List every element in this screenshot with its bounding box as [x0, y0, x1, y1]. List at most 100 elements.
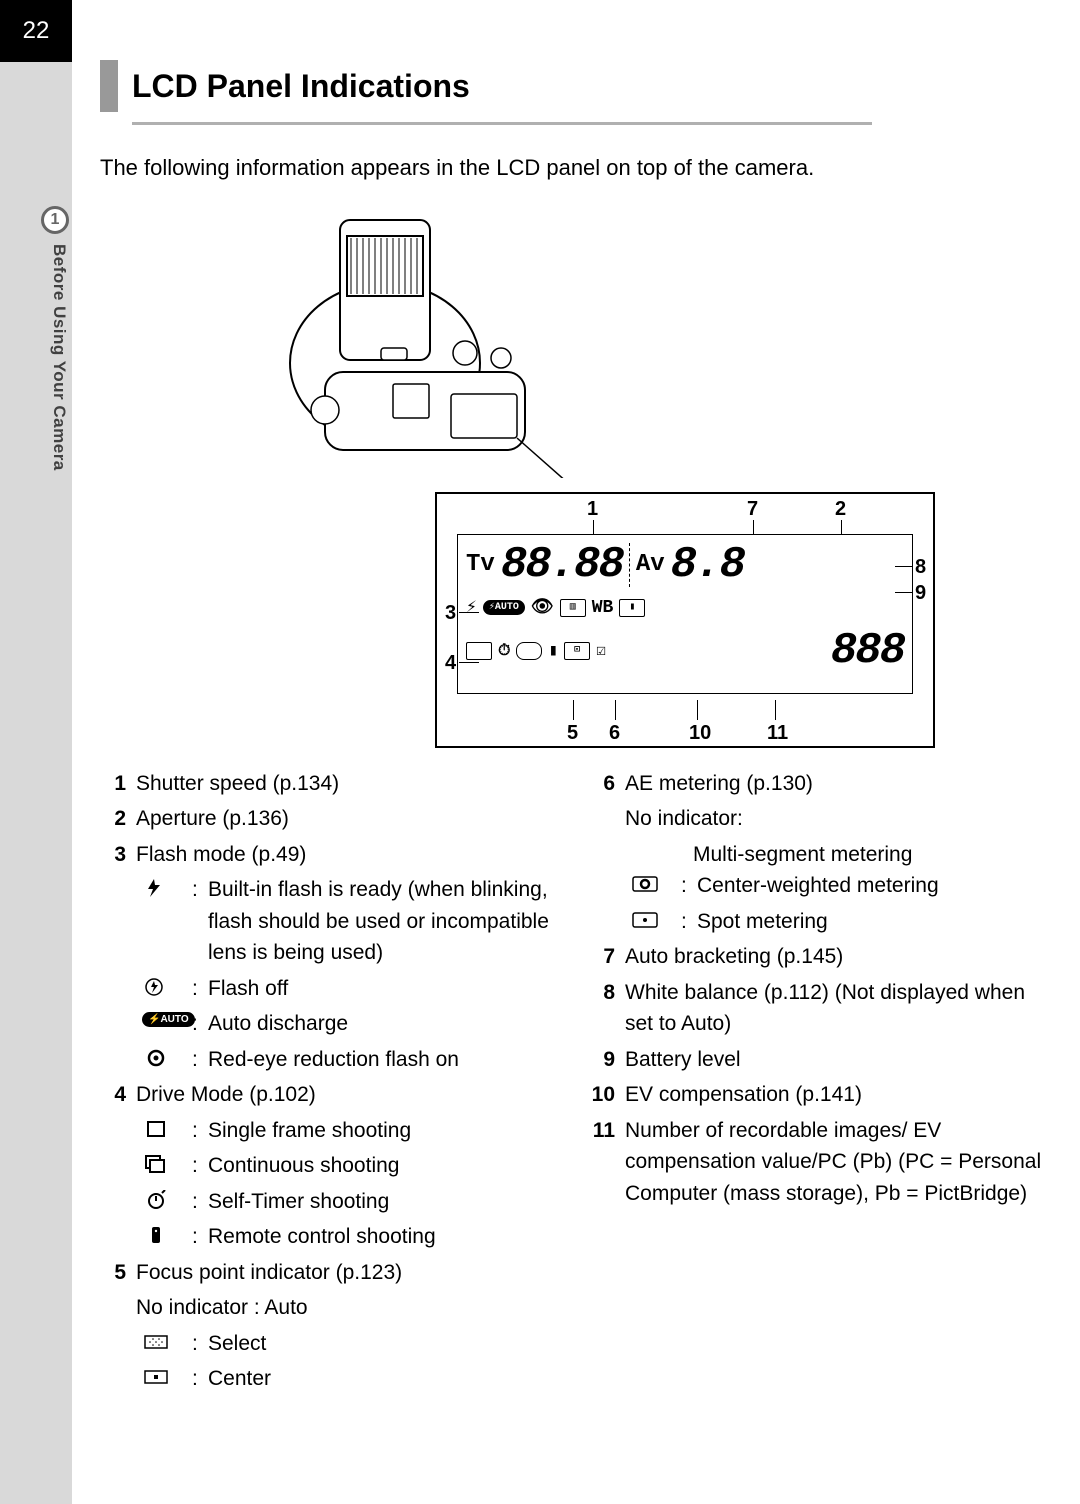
- callout-number: 8: [915, 556, 926, 579]
- legend-sub-text: Built-in flash is ready (when blinking, …: [208, 874, 561, 969]
- legend-index: 7: [589, 941, 625, 973]
- callout-number: 3: [445, 602, 456, 625]
- bracket-icon: ▥: [560, 599, 586, 617]
- legend-sub: :Red-eye reduction flash on: [136, 1044, 561, 1076]
- center-dot-icon: [136, 1363, 192, 1395]
- legend-sub: :Spot metering: [625, 906, 1050, 938]
- colon: :: [192, 1044, 208, 1076]
- intro-text: The following information appears in the…: [100, 153, 1050, 184]
- content-area: LCD Panel Indications The following info…: [100, 60, 1050, 1399]
- colon: :: [192, 1363, 208, 1395]
- legend-sub-text: Self-Timer shooting: [208, 1186, 561, 1218]
- page-title: LCD Panel Indications: [132, 60, 470, 112]
- center-weight-icon: [625, 870, 681, 902]
- legend-sub: :Center: [136, 1363, 561, 1395]
- square-icon: [136, 1115, 192, 1147]
- legend-index: 11: [589, 1115, 625, 1210]
- callout-number: 2: [835, 498, 846, 521]
- drive-remote-icon: ▮: [548, 643, 558, 659]
- legend-sub: :Built-in flash is ready (when blinking,…: [136, 874, 561, 969]
- title-underline: [132, 122, 872, 125]
- auto-pill-icon: ⚡AUTO: [136, 1008, 192, 1040]
- drive-single-icon: [466, 642, 492, 660]
- colon: :: [192, 1221, 208, 1253]
- av-label: Av: [636, 553, 665, 577]
- timer-icon: [136, 1186, 192, 1218]
- colon: :: [681, 906, 697, 938]
- title-row: LCD Panel Indications: [100, 60, 1050, 112]
- legend-index: 5: [100, 1257, 136, 1289]
- eye-icon: [136, 1044, 192, 1076]
- legend-sub-text: Flash off: [208, 973, 561, 1005]
- legend-item: 5Focus point indicator (p.123): [100, 1257, 561, 1289]
- legend-item: 11Number of recordable images/ EV compen…: [589, 1115, 1050, 1210]
- page-number-box: 22: [0, 0, 72, 62]
- flash-off-icon: [136, 973, 192, 1005]
- title-accent-bar: [100, 60, 118, 112]
- callout-number: 9: [915, 582, 926, 605]
- callout-number: 10: [689, 722, 711, 745]
- colon: :: [192, 973, 208, 1005]
- legend-sub: ⚡AUTO:Auto discharge: [136, 1008, 561, 1040]
- page-number: 22: [23, 17, 50, 45]
- legend-extra: No indicator : Auto: [100, 1292, 561, 1324]
- legend-sub: :Remote control shooting: [136, 1221, 561, 1253]
- tv-label: Tv: [466, 553, 495, 577]
- legend-index: 3: [100, 839, 136, 871]
- legend-sub: :Self-Timer shooting: [136, 1186, 561, 1218]
- legend-text: Focus point indicator (p.123): [136, 1257, 561, 1289]
- colon: :: [192, 1150, 208, 1182]
- legend-sub: :Center-weighted metering: [625, 870, 1050, 902]
- legend-item: 1Shutter speed (p.134): [100, 768, 561, 800]
- colon: :: [192, 1186, 208, 1218]
- legend-sub-text: Continuous shooting: [208, 1150, 561, 1182]
- eye-icon: 👁: [531, 599, 554, 617]
- legend-text: Aperture (p.136): [136, 803, 561, 835]
- callout-number: 6: [609, 722, 620, 745]
- legend-sub: :Select: [136, 1328, 561, 1360]
- legend-index: 1: [100, 768, 136, 800]
- legend-sub-text: Center-weighted metering: [697, 870, 1050, 902]
- colon: :: [192, 1328, 208, 1360]
- count-value: 888: [831, 629, 904, 673]
- legend-text: AE metering (p.130): [625, 768, 1050, 800]
- av-value: 8.8: [671, 543, 744, 587]
- legend-index: 8: [589, 977, 625, 1040]
- lcd-display: Tv 88.88 Av 8.8 ⚡ ⚡AUTO 👁 ▥ WB ▮ ⏱: [457, 534, 913, 694]
- chapter-badge: 1: [41, 206, 69, 234]
- legend-sub-text: Remote control shooting: [208, 1221, 561, 1253]
- legend-index: 2: [100, 803, 136, 835]
- legend-extra: No indicator:: [589, 803, 1050, 835]
- legend-text: Battery level: [625, 1044, 1050, 1076]
- callout-number: 1: [587, 498, 598, 521]
- lcd-callout-box: 1 7 2 3 4 8 9 5 6 10 11 Tv: [435, 492, 935, 748]
- drive-cont-icon: [516, 642, 542, 660]
- auto-pill: ⚡AUTO: [483, 600, 525, 615]
- stack-icon: [136, 1150, 192, 1182]
- legend-sub-text: Auto discharge: [208, 1008, 561, 1040]
- legend-columns: 1Shutter speed (p.134)2Aperture (p.136)3…: [100, 768, 1050, 1399]
- legend-sub-text: Single frame shooting: [208, 1115, 561, 1147]
- legend-sub-text: Red-eye reduction flash on: [208, 1044, 561, 1076]
- battery-icon: ▮: [619, 599, 645, 617]
- callout-number: 11: [767, 722, 788, 745]
- legend-item: 2Aperture (p.136): [100, 803, 561, 835]
- wb-label: WB: [592, 599, 614, 617]
- legend-text: Shutter speed (p.134): [136, 768, 561, 800]
- diagram-area: 1 7 2 3 4 8 9 5 6 10 11 Tv: [205, 208, 945, 748]
- legend-index: 4: [100, 1079, 136, 1111]
- chapter-number: 1: [51, 211, 60, 229]
- select-grid-icon: [136, 1328, 192, 1360]
- legend-item: 4Drive Mode (p.102): [100, 1079, 561, 1111]
- spot-icon: [625, 906, 681, 938]
- legend-index: 10: [589, 1079, 625, 1111]
- camera-illustration: [265, 208, 585, 478]
- legend-sub: :Continuous shooting: [136, 1150, 561, 1182]
- legend-item: 9Battery level: [589, 1044, 1050, 1076]
- legend-text: Flash mode (p.49): [136, 839, 561, 871]
- flash-icon: ⚡: [466, 599, 477, 617]
- legend-sub-text: Spot metering: [697, 906, 1050, 938]
- legend-index: 9: [589, 1044, 625, 1076]
- tv-value: 88.88: [501, 543, 623, 587]
- drive-timer-icon: ⏱: [498, 643, 510, 659]
